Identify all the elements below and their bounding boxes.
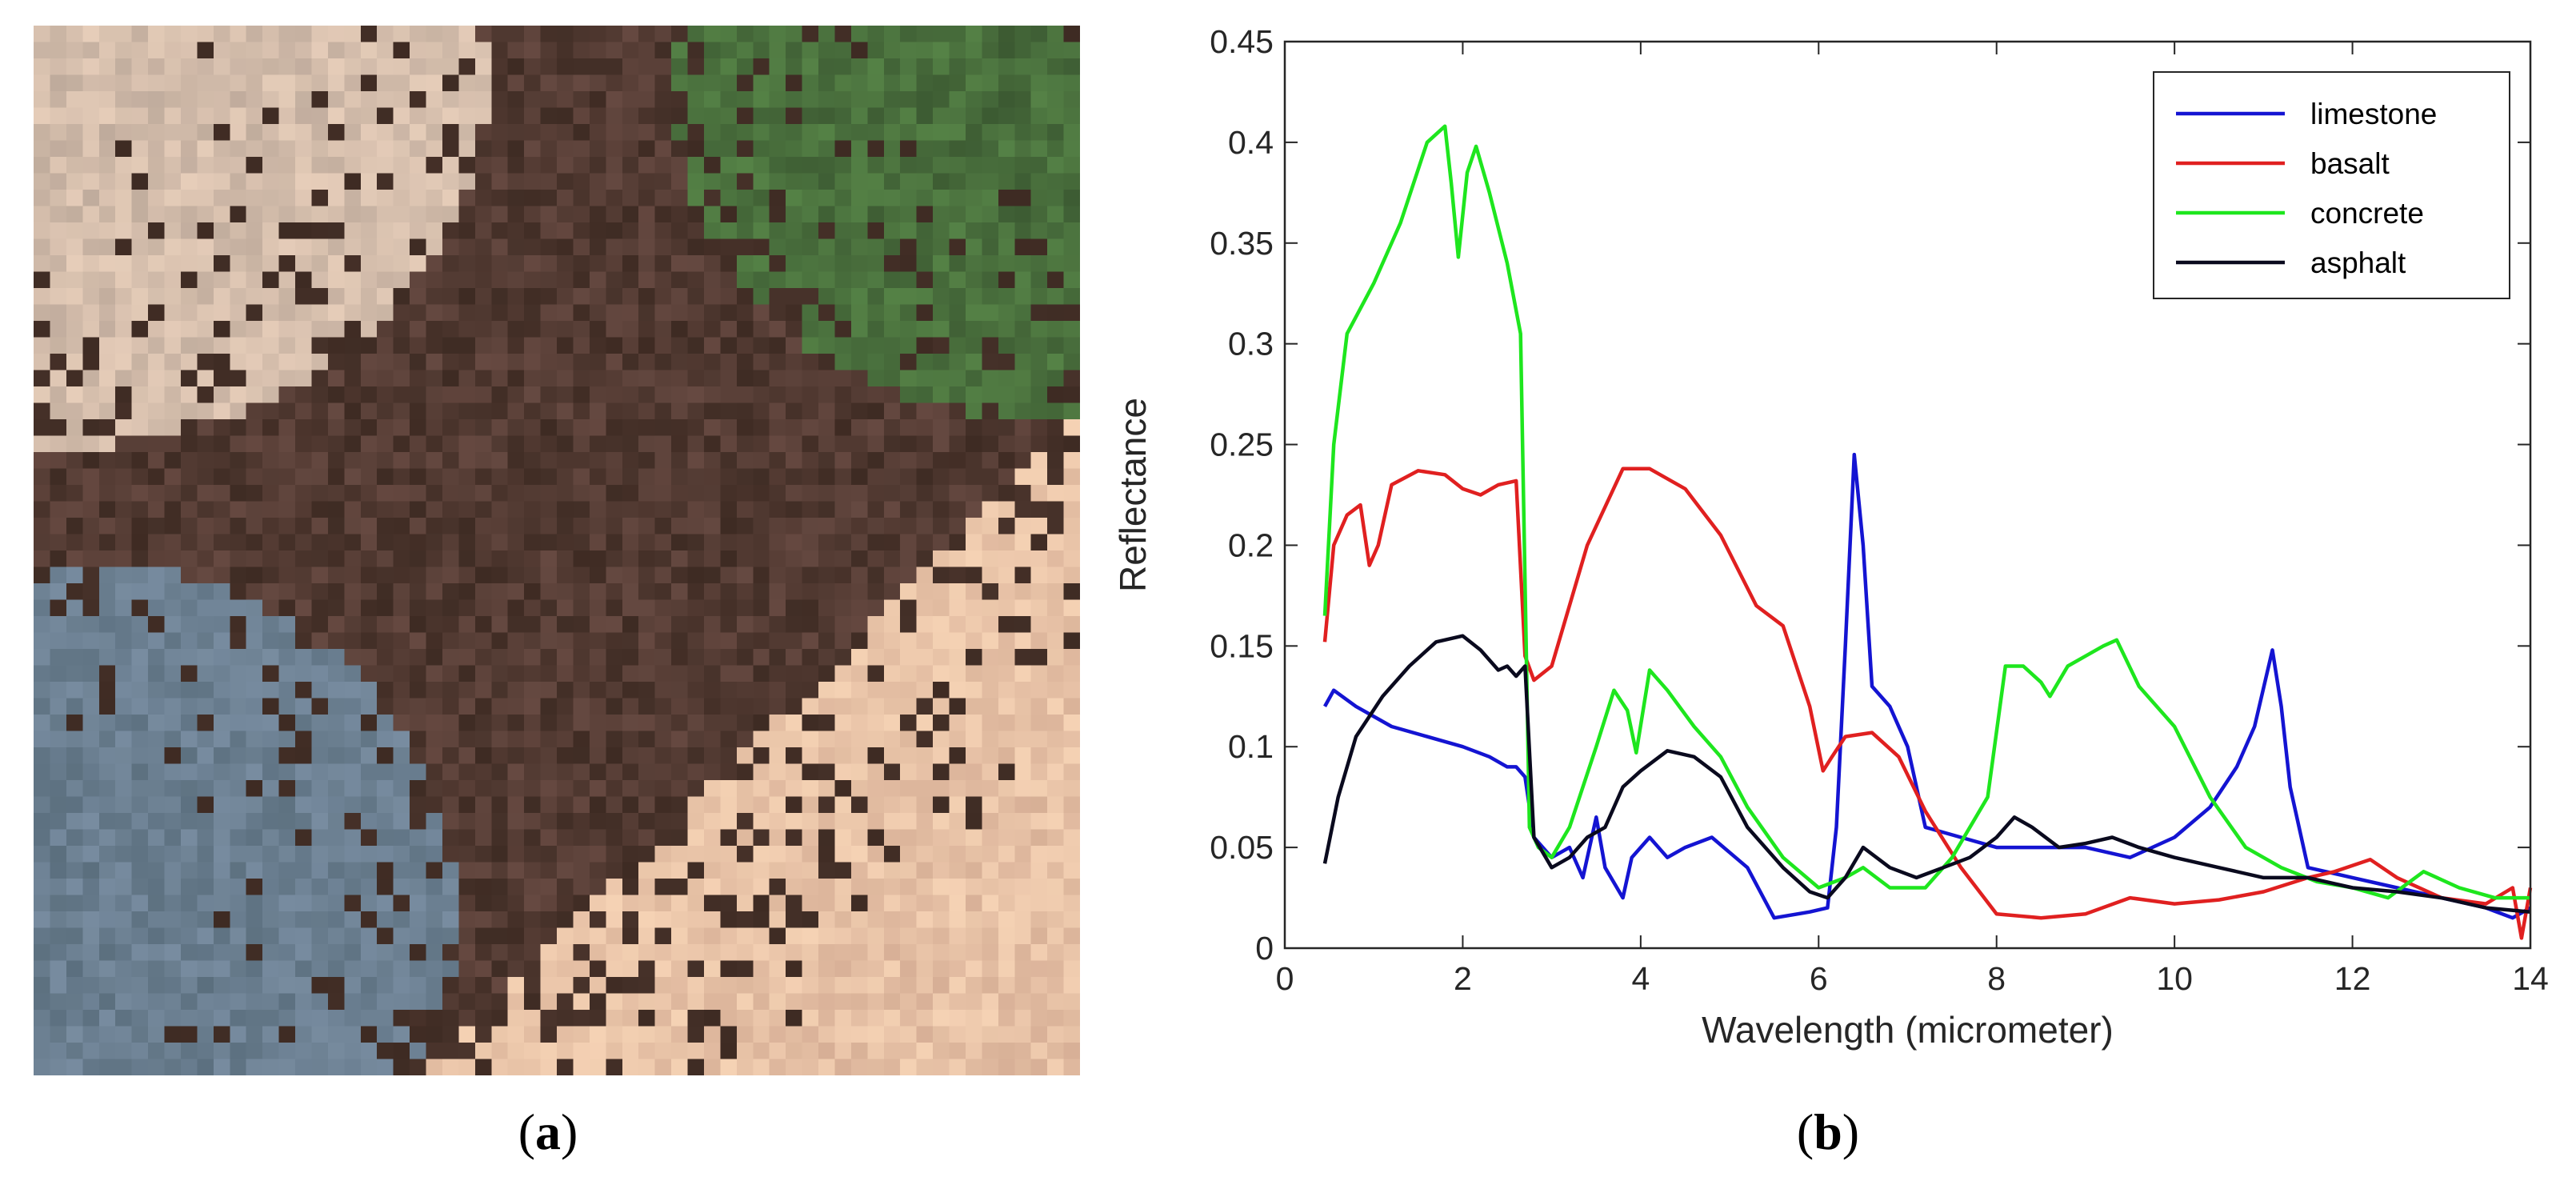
y-tick-label: 0.4 (1228, 124, 1274, 161)
legend: limestone basalt concrete asphalt (2153, 71, 2510, 299)
series-line-concrete (1322, 124, 2530, 900)
caption-b: (b) (1796, 1103, 1860, 1160)
caption-a: (a) (518, 1103, 578, 1160)
legend-label-concrete: concrete (2310, 197, 2424, 230)
y-tick-label: 0.3 (1228, 326, 1274, 362)
plot-frame (1283, 40, 2532, 950)
legend-label-basalt: basalt (2310, 147, 2390, 180)
y-tick-label: 0.05 (1210, 829, 1274, 866)
y-tick-label: 0.1 (1228, 728, 1274, 765)
y-tick-label: 0.35 (1210, 225, 1274, 262)
x-tick-label: 2 (1454, 960, 1472, 997)
x-tick-label: 10 (2156, 960, 2193, 997)
y-tick-label: 0.2 (1228, 526, 1274, 563)
aerial-pixel-image-icon (34, 26, 1080, 1075)
series-line-limestone (1323, 452, 2532, 920)
y-tick-label: 0.15 (1210, 627, 1274, 664)
x-tick-label: 14 (2512, 960, 2549, 997)
legend-label-asphalt: asphalt (2310, 246, 2406, 279)
y-tick-label: 0.45 (1210, 23, 1274, 60)
x-tick-label: 12 (2334, 960, 2371, 997)
x-tick-label: 0 (1276, 960, 1294, 997)
legend-label-limestone: limestone (2310, 98, 2437, 130)
y-axis-label: Reflectance (1112, 398, 1154, 592)
x-axis-label: Wavelength (micrometer) (1702, 1009, 2114, 1051)
x-tick-label: 8 (1987, 960, 2006, 997)
series-line-asphalt (1322, 634, 2531, 914)
series-line-basalt (1322, 466, 2533, 940)
y-tick-label: 0.25 (1210, 426, 1274, 463)
x-tick-label: 6 (1810, 960, 1828, 997)
y-tick-label: 0 (1255, 930, 1274, 967)
x-tick-label: 4 (1631, 960, 1650, 997)
aerial-image-panel (34, 26, 1080, 1075)
